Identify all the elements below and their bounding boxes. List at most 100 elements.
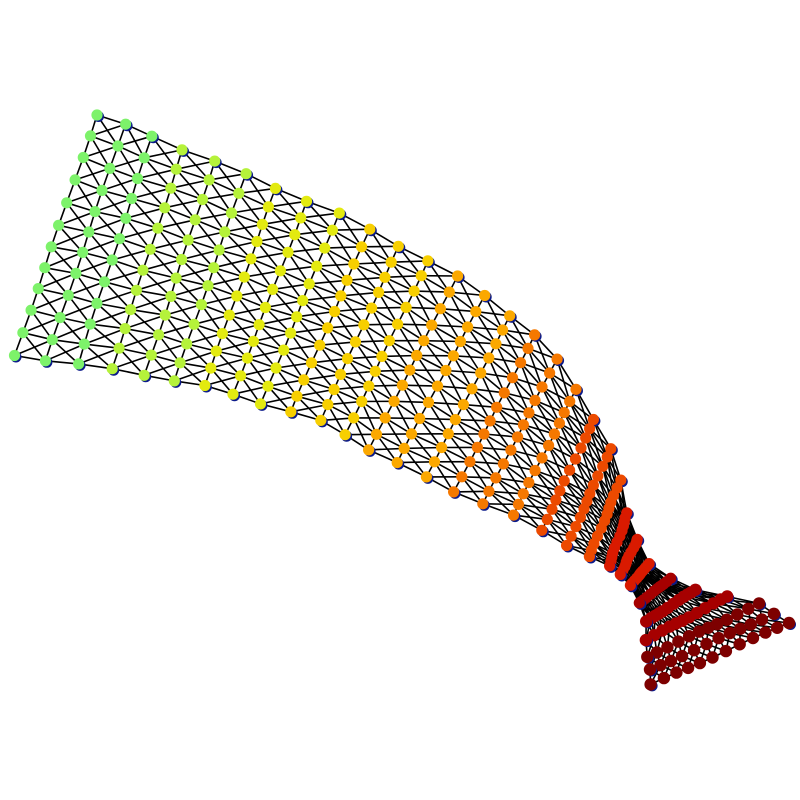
- graph-edge: [201, 295, 237, 306]
- graph-node: [431, 380, 444, 392]
- graph-edge: [319, 341, 356, 346]
- graph-node: [176, 253, 188, 266]
- graph-node: [274, 265, 286, 277]
- graph-edge: [502, 463, 524, 495]
- graph-node: [314, 339, 326, 351]
- graph-node: [285, 406, 297, 418]
- graph-node: [335, 290, 347, 302]
- graph-node: [614, 568, 626, 581]
- graph-node: [91, 297, 103, 309]
- graph-edge: [534, 470, 557, 501]
- graph-node: [720, 613, 733, 626]
- graph-node: [25, 304, 37, 316]
- graph-edge: [236, 295, 260, 326]
- graph-node: [106, 363, 118, 375]
- graph-node: [466, 383, 478, 395]
- graph-edge: [334, 307, 372, 313]
- graph-node: [262, 201, 274, 213]
- graph-edge: [511, 377, 530, 414]
- graph-node: [484, 415, 496, 427]
- graph-edge: [556, 358, 571, 402]
- graph-edge: [136, 277, 177, 292]
- graph-node: [39, 262, 51, 274]
- graph-node: [17, 327, 29, 339]
- graph-node: [592, 470, 604, 482]
- graph-node: [240, 168, 252, 180]
- graph-edge: [354, 341, 376, 372]
- graph-edge: [568, 469, 588, 502]
- graph-edge: [136, 289, 172, 298]
- graph-node: [470, 306, 482, 318]
- graph-node: [511, 431, 524, 443]
- graph-node: [396, 379, 408, 391]
- graph-edge: [143, 157, 177, 170]
- graph-edge: [195, 212, 232, 221]
- graph-edge: [280, 265, 317, 272]
- graph-node: [165, 290, 177, 302]
- graph-node: [682, 630, 696, 643]
- graph-node: [475, 367, 487, 379]
- graph-edge: [96, 302, 131, 311]
- graph-edge: [547, 445, 565, 482]
- graph-edge: [96, 289, 137, 305]
- graph-edge: [208, 172, 247, 181]
- graph-node: [644, 678, 657, 691]
- graph-node: [706, 651, 719, 664]
- graph-edge: [340, 291, 379, 297]
- graph-edge: [548, 372, 565, 413]
- graph-node: [564, 464, 576, 476]
- graph-edge: [118, 334, 159, 349]
- graph-node: [664, 654, 678, 668]
- graph-edge: [310, 362, 335, 391]
- graph-edge: [300, 217, 333, 231]
- graph-node: [447, 350, 459, 362]
- graph-node: [267, 283, 279, 295]
- graph-edge: [418, 418, 443, 448]
- graph-node: [471, 441, 483, 453]
- graph-node: [369, 365, 381, 377]
- graph-edge: [394, 400, 429, 404]
- graph-edge: [124, 327, 159, 336]
- graph-edge: [334, 385, 369, 391]
- graph-edge: [461, 476, 484, 505]
- graph-node: [506, 372, 519, 384]
- graph-node: [235, 370, 247, 382]
- graph-edge: [229, 306, 266, 316]
- graph-node: [422, 396, 435, 408]
- graph-node: [415, 270, 427, 282]
- graph-node: [61, 197, 73, 209]
- graph-node: [700, 637, 713, 651]
- graph-edge: [290, 327, 328, 334]
- graph-edge: [495, 477, 520, 505]
- graph-node: [719, 644, 733, 658]
- graph-edge: [385, 417, 420, 420]
- graph-node: [456, 471, 468, 483]
- graph-node: [550, 494, 562, 506]
- graph-node: [219, 226, 231, 238]
- graph-node: [170, 163, 182, 175]
- graph-node: [165, 182, 177, 194]
- graph-edge: [548, 372, 571, 402]
- graph-node: [39, 355, 52, 367]
- graph-edge: [467, 326, 503, 331]
- graph-node: [125, 304, 137, 316]
- graph-node: [391, 457, 403, 469]
- graph-node: [170, 272, 182, 284]
- graph-node: [411, 349, 423, 362]
- graph-edge: [353, 263, 386, 279]
- graph-edge: [445, 369, 481, 374]
- graph-node: [210, 345, 222, 357]
- graph-node: [358, 319, 370, 331]
- graph-edge: [396, 323, 418, 356]
- graph-node: [270, 362, 282, 374]
- graph-edge: [541, 457, 561, 492]
- graph-edge: [563, 480, 585, 510]
- graph-node: [477, 498, 489, 510]
- graph-edge: [475, 310, 510, 317]
- graph-edge: [111, 248, 151, 261]
- graph-edge: [283, 344, 320, 351]
- graph-node: [767, 607, 781, 620]
- graph-edge: [58, 210, 96, 227]
- graph-edge: [164, 303, 202, 316]
- graph-edge: [267, 385, 292, 413]
